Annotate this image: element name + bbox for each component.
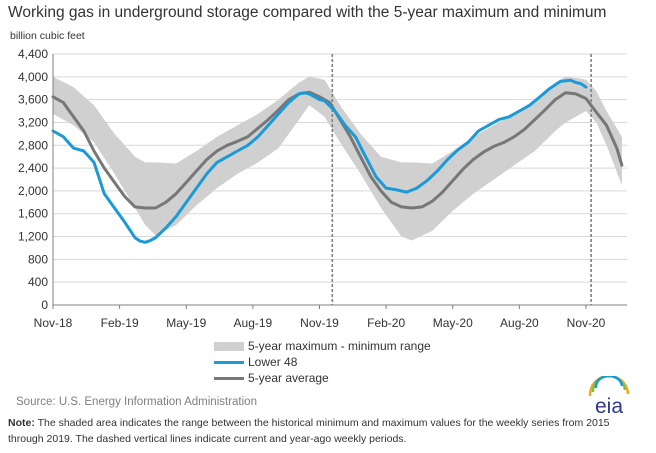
legend: 5-year maximum - minimum range Lower 48 … xyxy=(214,338,431,386)
note-text: The shaded area indicates the range betw… xyxy=(8,417,610,445)
series-lines xyxy=(51,78,624,244)
y-tick-label: 2,400 xyxy=(18,161,48,175)
eia-logo-text: eia xyxy=(595,395,623,416)
x-tick-labels: Nov-18 Feb-19 May-19 Aug-19 Nov-19 Feb-20 May-… xyxy=(34,316,606,330)
axes xyxy=(52,54,627,309)
x-tick-label: Nov-19 xyxy=(300,316,339,330)
note-label: Note: xyxy=(8,417,35,429)
reference-lines xyxy=(331,54,592,305)
y-tick-label: 400 xyxy=(28,275,48,289)
chart-plot: 0 400 800 1,200 1,600 2,000 2,400 2,800 3,200 3,6… xyxy=(18,47,627,330)
legend-label-avg: 5-year average xyxy=(248,371,329,385)
series-line-lower48 xyxy=(51,78,588,244)
x-tick-label: May-20 xyxy=(433,316,473,330)
y-axis-units-label: billion cubic feet xyxy=(10,30,85,42)
y-tick-label: 3,200 xyxy=(18,115,48,129)
x-tick-label: Nov-18 xyxy=(34,316,73,330)
legend-label-lower48: Lower 48 xyxy=(248,355,298,369)
range-band-group xyxy=(53,76,622,241)
y-tick-labels: 0 400 800 1,200 1,600 2,000 2,400 2,800 3,200 3,6… xyxy=(18,47,48,312)
range-band xyxy=(53,76,622,241)
y-tick-label: 2,000 xyxy=(18,184,48,198)
y-tick-label: 800 xyxy=(28,252,48,266)
source-text: Source: U.S. Energy Information Administ… xyxy=(16,396,257,408)
x-tick-label: Aug-19 xyxy=(234,316,273,330)
y-tick-label: 3,600 xyxy=(18,93,48,107)
legend-item-lower48: Lower 48 xyxy=(214,354,431,370)
eia-logo-icon: eia xyxy=(588,376,630,416)
legend-item-band: 5-year maximum - minimum range xyxy=(214,338,431,354)
x-tick-label: Nov-20 xyxy=(567,316,606,330)
x-tick-label: Aug-20 xyxy=(500,316,539,330)
y-tick-label: 2,800 xyxy=(18,138,48,152)
legend-label-band: 5-year maximum - minimum range xyxy=(248,339,431,353)
x-tick-label: May-19 xyxy=(166,316,206,330)
legend-swatch-band xyxy=(214,341,244,351)
legend-item-avg: 5-year average xyxy=(214,370,431,386)
legend-swatch-avg xyxy=(214,376,244,380)
footnote: Note: The shaded area indicates the rang… xyxy=(8,415,648,447)
x-tick-label: Feb-20 xyxy=(367,316,405,330)
legend-swatch-lower48 xyxy=(214,360,244,364)
y-tick-label: 1,600 xyxy=(18,207,48,221)
x-tick-label: Feb-19 xyxy=(101,316,139,330)
y-tick-label: 0 xyxy=(41,298,48,312)
y-tick-label: 4,000 xyxy=(18,70,48,84)
y-tick-label: 4,400 xyxy=(18,47,48,61)
chart-title: Working gas in underground storage compa… xyxy=(8,4,607,21)
y-tick-label: 1,200 xyxy=(18,230,48,244)
